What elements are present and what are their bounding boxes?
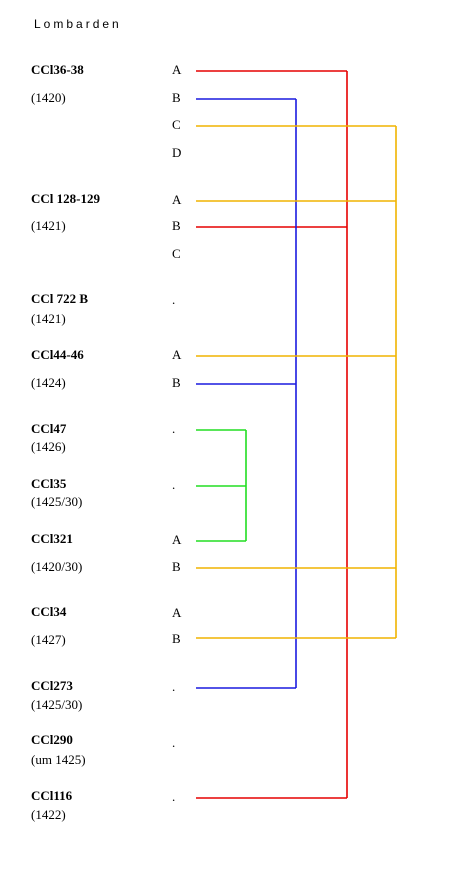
yellow-links — [196, 125, 397, 639]
entry-label: A — [172, 532, 182, 547]
entry-date: (um 1425) — [31, 752, 86, 767]
entry-label: A — [172, 192, 182, 207]
entry-label: . — [172, 292, 175, 307]
entry-label: B — [172, 559, 181, 574]
entry-label: B — [172, 218, 181, 233]
red-links — [196, 70, 348, 799]
entry-label: C — [172, 117, 181, 132]
entry-name: CCl 128-129 — [31, 191, 100, 206]
entry-label: D — [172, 145, 181, 160]
entry-date: (1420/30) — [31, 559, 82, 574]
entry-date: (1424) — [31, 375, 66, 390]
entry-name: CCl273 — [31, 678, 73, 693]
entry-name: CCl321 — [31, 531, 73, 546]
title: Lombarden — [34, 17, 122, 31]
entry-label: . — [172, 735, 175, 750]
entry-date: (1427) — [31, 632, 66, 647]
blue-links — [196, 98, 297, 689]
entry-label: B — [172, 631, 181, 646]
entry-label: B — [172, 375, 181, 390]
entry-name: CCl47 — [31, 421, 67, 436]
entry-label: A — [172, 62, 182, 77]
entry-date: (1425/30) — [31, 697, 82, 712]
entry-label: A — [172, 605, 182, 620]
entry-label: . — [172, 477, 175, 492]
entry-name: CCl36-38 — [31, 62, 84, 77]
entry-label: . — [172, 421, 175, 436]
entry-date: (1422) — [31, 807, 66, 822]
entry-label: A — [172, 347, 182, 362]
entry-label: B — [172, 90, 181, 105]
entry-name: CCl34 — [31, 604, 67, 619]
entry-name: CCl35 — [31, 476, 67, 491]
entry-label: . — [172, 679, 175, 694]
entry-name: CCl 722 B — [31, 291, 88, 306]
entry-date: (1425/30) — [31, 494, 82, 509]
entry-name: CCl116 — [31, 788, 73, 803]
entry-label: . — [172, 789, 175, 804]
entry-date: (1421) — [31, 311, 66, 326]
entry-name: CCl290 — [31, 732, 73, 747]
entry-label: C — [172, 246, 181, 261]
entry-name: CCl44-46 — [31, 347, 84, 362]
entry-date: (1421) — [31, 218, 66, 233]
entry-date: (1420) — [31, 90, 66, 105]
entry-date: (1426) — [31, 439, 66, 454]
green-links — [196, 429, 247, 542]
